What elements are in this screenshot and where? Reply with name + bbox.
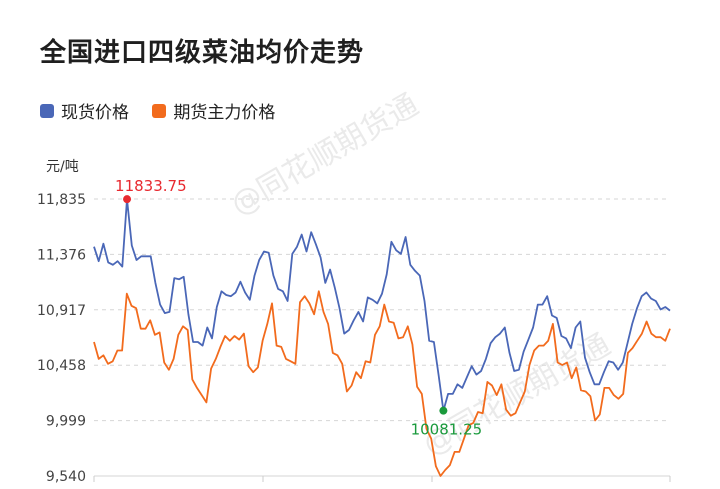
y-axis-unit: 元/吨 xyxy=(46,159,79,175)
min-point-marker xyxy=(439,406,448,415)
chart-title: 全国进口四级菜油均价走势 xyxy=(40,38,365,68)
legend-label-futures: 期货主力价格 xyxy=(173,103,276,123)
series-line-futures xyxy=(93,290,671,477)
legend-label-spot: 现货价格 xyxy=(61,103,129,123)
y-tick-label: 10,458 xyxy=(37,358,86,374)
min-point-label: 10081.25 xyxy=(411,421,483,439)
y-tick-label: 11,376 xyxy=(37,247,86,263)
y-tick-label: 9,999 xyxy=(46,414,86,430)
y-tick-label: 10,917 xyxy=(37,303,86,319)
legend-item-spot[interactable]: 现货价格 xyxy=(40,98,129,123)
max-point-marker xyxy=(123,195,132,204)
max-point-label: 11833.75 xyxy=(115,177,187,195)
legend: 现货价格 期货主力价格 xyxy=(40,98,293,123)
legend-swatch-futures xyxy=(152,103,167,118)
series-line-spot xyxy=(93,198,671,412)
legend-swatch-spot xyxy=(40,103,54,118)
y-tick-label: 11,835 xyxy=(37,192,86,208)
y-tick-label: 9,540 xyxy=(46,469,86,485)
legend-item-futures[interactable]: 期货主力价格 xyxy=(152,98,275,123)
